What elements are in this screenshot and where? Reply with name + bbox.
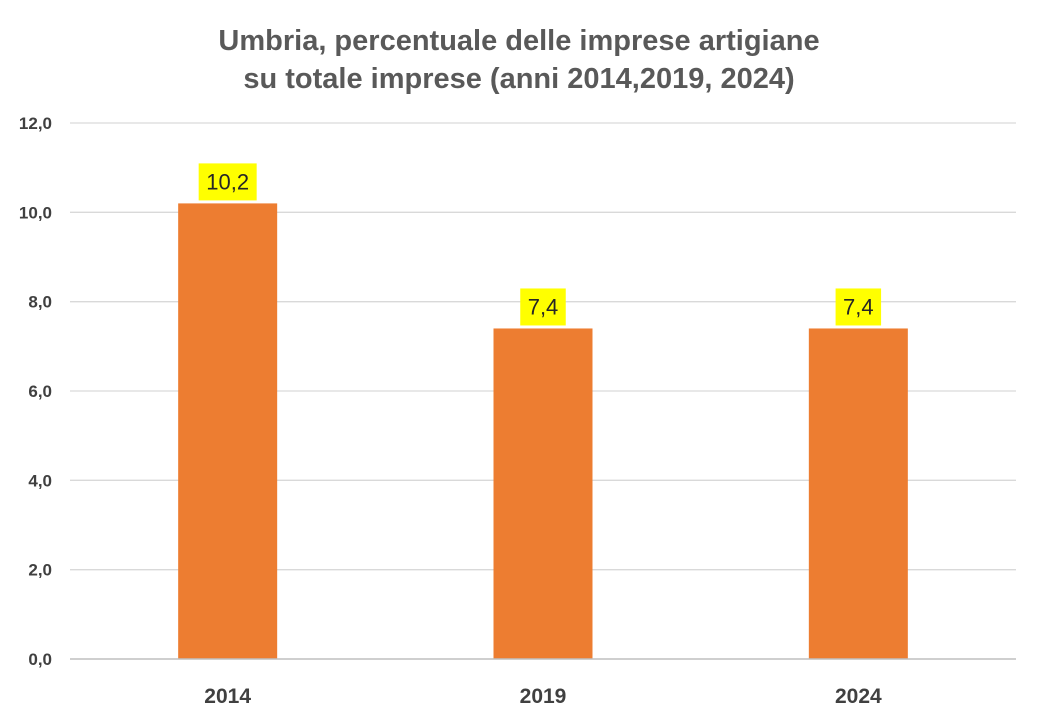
data-label-background bbox=[520, 288, 566, 326]
data-labels: 10,2 7,4 7,4 bbox=[198, 163, 882, 326]
bar-2019 bbox=[493, 328, 593, 659]
bar-2014 bbox=[178, 203, 278, 659]
data-label-background bbox=[198, 163, 257, 201]
data-label: 7,4 bbox=[528, 294, 559, 319]
data-label: 7,4 bbox=[843, 294, 874, 319]
data-label: 10,2 bbox=[206, 169, 249, 194]
y-tick-label: 10,0 bbox=[19, 203, 52, 222]
y-axis-ticks: 0,0 2,0 4,0 6,0 8,0 10,0 12,0 bbox=[19, 114, 52, 669]
data-label-background bbox=[835, 288, 882, 326]
y-tick-label: 8,0 bbox=[28, 293, 52, 312]
x-tick-label: 2024 bbox=[835, 685, 882, 708]
chart-title-line-2: su totale imprese (anni 2014,2019, 2024) bbox=[243, 63, 794, 95]
bar-2024 bbox=[808, 328, 908, 659]
x-tick-label: 2014 bbox=[204, 685, 251, 708]
y-tick-label: 12,0 bbox=[19, 114, 52, 133]
x-tick-label: 2019 bbox=[520, 685, 567, 708]
y-tick-label: 0,0 bbox=[28, 650, 52, 669]
y-tick-label: 2,0 bbox=[28, 561, 52, 580]
y-tick-label: 4,0 bbox=[28, 471, 52, 490]
chart-title-line-1: Umbria, percentuale delle imprese artigi… bbox=[218, 25, 819, 57]
y-tick-label: 6,0 bbox=[28, 382, 52, 401]
chart-title: Umbria, percentuale delle imprese artigi… bbox=[218, 25, 819, 95]
bars bbox=[178, 203, 908, 659]
x-axis-ticks: 2014 2019 2024 bbox=[204, 685, 882, 708]
